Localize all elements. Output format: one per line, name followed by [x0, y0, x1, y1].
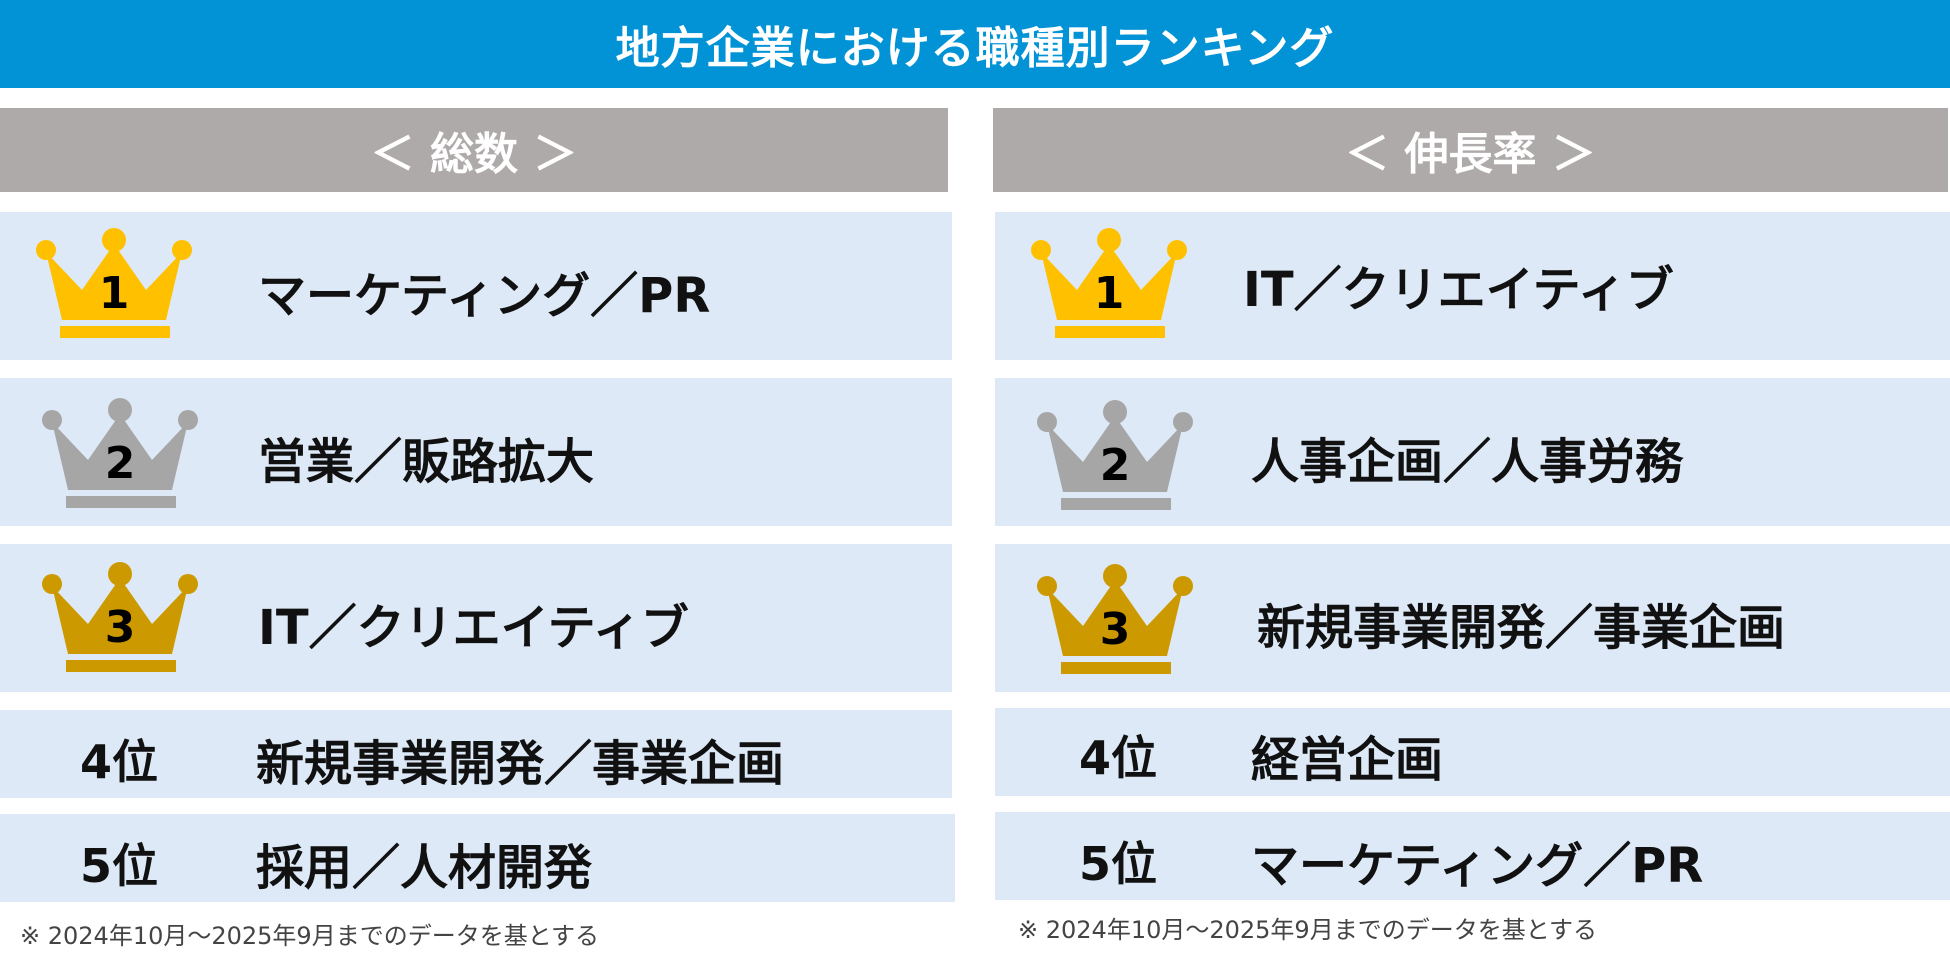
silver-crown-icon: 2 — [40, 398, 200, 510]
rank-number: 1 — [98, 268, 130, 319]
rank-item-label: 人事企画／人事労務 — [1251, 434, 1684, 490]
rank-number: 2 — [1099, 440, 1131, 491]
list-item: 5位 採用／人材開発 — [0, 814, 955, 902]
rank-item-label: マーケティング／PR — [258, 268, 711, 324]
rank-item-label: 新規事業開発／事業企画 — [256, 736, 785, 792]
rank-number: 2 — [104, 438, 136, 489]
rank-number: 1 — [1093, 268, 1125, 319]
page-title: 地方企業における職種別ランキング — [0, 0, 1950, 88]
column-header-growth: ＜ 伸長率 ＞ — [993, 108, 1948, 192]
list-item: 3 IT／クリエイティブ — [0, 544, 952, 692]
footnote: ※ 2024年10月～2025年9月までのデータを基とする — [20, 922, 599, 950]
bronze-crown-icon: 3 — [40, 562, 200, 674]
rank-number: 5位 — [80, 839, 159, 893]
rank-item-label: マーケティング／PR — [1251, 838, 1704, 894]
rank-item-label: 営業／販路拡大 — [258, 434, 595, 490]
bronze-crown-icon: 3 — [1035, 564, 1195, 676]
column-header-total: ＜ 総数 ＞ — [0, 108, 948, 192]
list-item: 2 人事企画／人事労務 — [995, 378, 1950, 526]
rank-item-label: IT／クリエイティブ — [258, 600, 689, 656]
list-item: 3 新規事業開発／事業企画 — [995, 544, 1950, 692]
gold-crown-icon: 1 — [1029, 228, 1189, 340]
rank-item-label: 採用／人材開発 — [256, 840, 593, 896]
list-item: 1 IT／クリエイティブ — [995, 212, 1950, 360]
rank-item-label: IT／クリエイティブ — [1243, 262, 1674, 318]
list-item: 4位 経営企画 — [995, 708, 1950, 796]
rank-item-label: 新規事業開発／事業企画 — [1257, 600, 1786, 656]
rank-number: 4位 — [1079, 731, 1158, 785]
list-item: 4位 新規事業開発／事業企画 — [0, 710, 952, 798]
rank-number: 3 — [104, 602, 136, 653]
list-item: 1 マーケティング／PR — [0, 212, 952, 360]
rank-item-label: 経営企画 — [1251, 732, 1444, 788]
rank-number: 4位 — [80, 735, 159, 789]
rank-number: 5位 — [1079, 837, 1158, 891]
list-item: 5位 マーケティング／PR — [995, 812, 1950, 900]
footnote: ※ 2024年10月～2025年9月までのデータを基とする — [1018, 916, 1597, 944]
silver-crown-icon: 2 — [1035, 400, 1195, 512]
list-item: 2 営業／販路拡大 — [0, 378, 952, 526]
gold-crown-icon: 1 — [34, 228, 194, 340]
rank-number: 3 — [1099, 604, 1131, 655]
